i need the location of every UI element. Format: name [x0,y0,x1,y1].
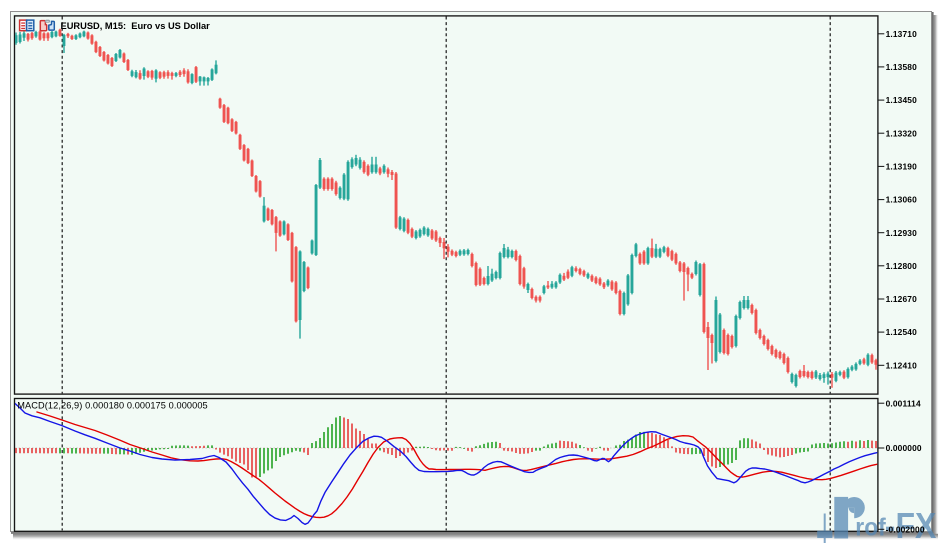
svg-text:1.13580: 1.13580 [886,62,918,72]
svg-text:0.001114: 0.001114 [886,398,921,408]
svg-text:1.13190: 1.13190 [886,162,918,172]
svg-text:1.12930: 1.12930 [886,228,918,238]
svg-text:1.12540: 1.12540 [886,327,918,337]
svg-text:1.12800: 1.12800 [886,261,918,271]
svg-text:EURUSD, M15: Euro vs US Dolla: EURUSD, M15: Euro vs US Dollar [61,21,211,31]
svg-text:1.13320: 1.13320 [886,128,918,138]
svg-text:-0.002000: -0.002000 [886,524,925,534]
svg-text:1.13060: 1.13060 [886,195,918,205]
svg-text:1.13450: 1.13450 [886,95,918,105]
svg-text:-FX: -FX [885,505,937,543]
svg-text:1.12410: 1.12410 [886,360,918,370]
svg-text:1.12670: 1.12670 [886,294,918,304]
svg-text:0.000000: 0.000000 [886,443,922,453]
svg-text:MACD(12,26,9) 0.000180 0.00017: MACD(12,26,9) 0.000180 0.000175 0.000005 [17,401,207,411]
svg-text:rof: rof [855,514,886,542]
svg-text:1.13710: 1.13710 [886,29,918,39]
